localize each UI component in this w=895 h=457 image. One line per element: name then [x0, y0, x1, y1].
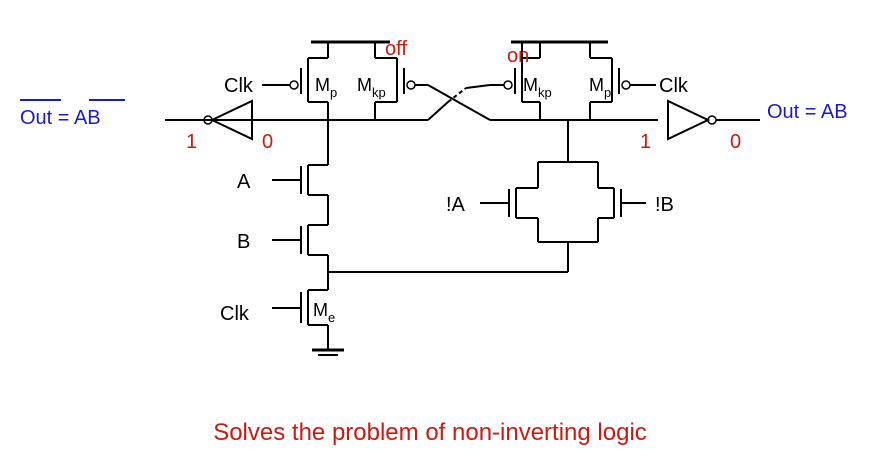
mp-right-label: Mp — [589, 75, 611, 100]
transistor-not-a — [480, 162, 539, 242]
schematic-labels: Out = AB Out = AB 1 0 1 0 off on Clk Clk… — [20, 38, 848, 446]
left-keeper-state: off — [385, 38, 407, 60]
transistor-b — [272, 224, 328, 256]
left-inverter — [203, 99, 253, 141]
input-not-a-label: !A — [446, 194, 466, 216]
right-inverter-out-value: 0 — [730, 131, 741, 153]
clk-eval-label: Clk — [220, 303, 250, 325]
transistor-not-b — [597, 162, 646, 242]
left-inverter-in-value: 1 — [186, 131, 197, 153]
left-inverter-out-value: 0 — [262, 131, 273, 153]
right-keeper-state: on — [507, 45, 529, 67]
right-inverter — [667, 99, 760, 141]
input-b-label: B — [237, 231, 250, 253]
input-a-label: A — [237, 171, 251, 193]
transistor-mkp-right — [490, 42, 541, 120]
me-label: Me — [313, 300, 335, 325]
schematic-wires — [20, 40, 760, 356]
clk-right-label: Clk — [659, 75, 689, 97]
transistor-a — [272, 164, 328, 196]
clk-left-label: Clk — [224, 75, 254, 97]
caption: Solves the problem of non-inverting logi… — [213, 419, 647, 446]
transistor-mp-left — [262, 42, 329, 120]
left-output-label: Out = AB — [20, 107, 101, 129]
mp-left-label: Mp — [315, 75, 337, 100]
mkp-right-label: Mkp — [523, 75, 552, 100]
transistor-mkp-left — [374, 42, 428, 120]
transistor-me — [272, 289, 328, 326]
input-not-b-label: !B — [655, 194, 674, 216]
right-output-label: Out = AB — [767, 101, 848, 123]
mkp-left-label: Mkp — [357, 75, 386, 100]
transistor-mp-right — [589, 42, 656, 120]
cross-coupled-wires — [427, 84, 491, 121]
right-inverter-in-value: 1 — [640, 131, 651, 153]
ground-symbol — [312, 348, 344, 356]
